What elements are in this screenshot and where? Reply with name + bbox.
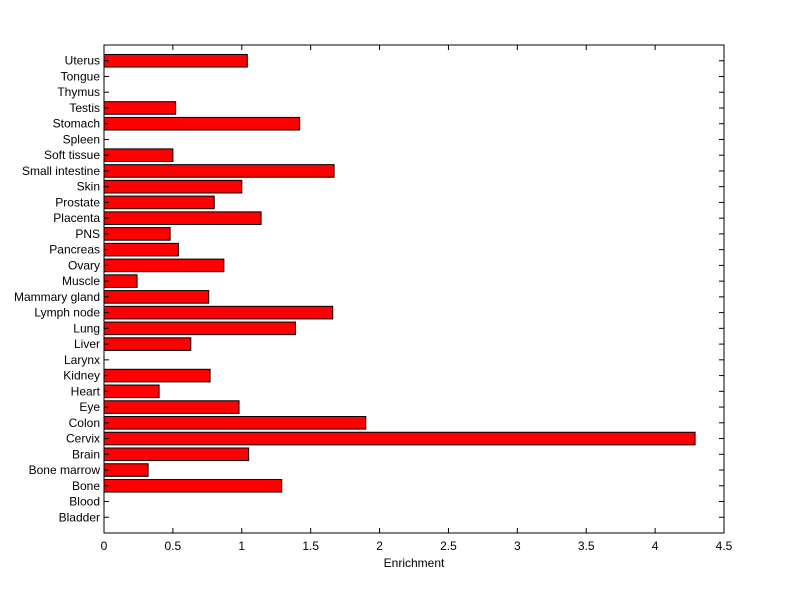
y-tick-label-small-intestine: Small intestine xyxy=(22,164,100,178)
y-tick-label-liver: Liver xyxy=(74,337,100,351)
bar-colon xyxy=(103,416,367,430)
bar-eye xyxy=(103,400,240,414)
y-tick-label-brain: Brain xyxy=(72,447,100,461)
y-tick-label-prostate: Prostate xyxy=(55,195,100,209)
bar-stomach xyxy=(103,116,301,131)
bar-liver xyxy=(103,337,192,351)
bar-heart xyxy=(103,384,160,399)
bar-soft-tissue xyxy=(103,148,174,162)
y-tick-label-eye: Eye xyxy=(79,400,100,414)
bar-ovary xyxy=(103,258,225,273)
y-tick-label-soft-tissue: Soft tissue xyxy=(44,148,100,162)
y-tick-label-bone-marrow: Bone marrow xyxy=(29,463,101,477)
y-tick-label-tongue: Tongue xyxy=(61,69,101,83)
x-tick-label-4-5: 4.5 xyxy=(716,539,733,553)
x-tick-label-2-5: 2.5 xyxy=(440,539,457,553)
x-tick-label-1: 1 xyxy=(238,539,245,553)
bar-mammary-gland xyxy=(103,290,210,304)
y-tick-label-lung: Lung xyxy=(73,321,100,335)
x-tick-label-2: 2 xyxy=(376,539,383,553)
plot-frame xyxy=(103,44,725,534)
bar-pns xyxy=(103,227,171,241)
bar-bone xyxy=(103,478,283,493)
y-tick-label-bone: Bone xyxy=(72,479,100,493)
bar-brain xyxy=(103,447,250,462)
y-tick-label-blood: Blood xyxy=(69,495,100,509)
bar-cervix xyxy=(103,431,696,446)
bar-placenta xyxy=(103,211,262,225)
y-tick-label-heart: Heart xyxy=(71,384,101,398)
y-tick-label-cervix: Cervix xyxy=(66,432,100,446)
bar-skin xyxy=(103,179,243,194)
y-tick-label-kidney: Kidney xyxy=(63,369,100,383)
y-tick-label-uterus: Uterus xyxy=(65,54,100,68)
y-tick-label-pancreas: Pancreas xyxy=(49,243,100,257)
y-tick-label-testis: Testis xyxy=(69,101,100,115)
y-tick-label-bladder: Bladder xyxy=(59,510,100,524)
y-tick-label-pns: PNS xyxy=(75,227,100,241)
x-tick-label-1-5: 1.5 xyxy=(302,539,319,553)
y-tick-label-muscle: Muscle xyxy=(62,274,100,288)
bar-lung xyxy=(103,321,297,336)
bar-uterus xyxy=(103,53,248,68)
bar-pancreas xyxy=(103,242,179,257)
y-tick-label-mammary-gland: Mammary gland xyxy=(14,290,100,304)
bar-testis xyxy=(103,101,177,115)
x-tick-label-0: 0 xyxy=(101,539,108,553)
x-axis-label: Enrichment xyxy=(384,556,445,570)
x-tick-label-0-5: 0.5 xyxy=(165,539,182,553)
bar-kidney xyxy=(103,368,211,383)
y-tick-label-larynx: Larynx xyxy=(64,353,100,367)
y-tick-label-lymph-node: Lymph node xyxy=(34,306,100,320)
y-tick-label-thymus: Thymus xyxy=(57,85,100,99)
y-tick-label-placenta: Placenta xyxy=(53,211,100,225)
y-tick-label-stomach: Stomach xyxy=(53,117,100,131)
bar-bone-marrow xyxy=(103,463,149,477)
x-tick-label-3: 3 xyxy=(514,539,521,553)
bar-small-intestine xyxy=(103,164,335,178)
bar-prostate xyxy=(103,195,215,210)
y-tick-label-ovary: Ovary xyxy=(68,258,100,272)
y-tick-label-colon: Colon xyxy=(69,416,100,430)
x-tick-label-3-5: 3.5 xyxy=(578,539,595,553)
y-tick-label-spleen: Spleen xyxy=(63,132,100,146)
bar-lymph-node xyxy=(103,305,334,320)
y-tick-label-skin: Skin xyxy=(77,180,100,194)
x-tick-label-4: 4 xyxy=(652,539,659,553)
